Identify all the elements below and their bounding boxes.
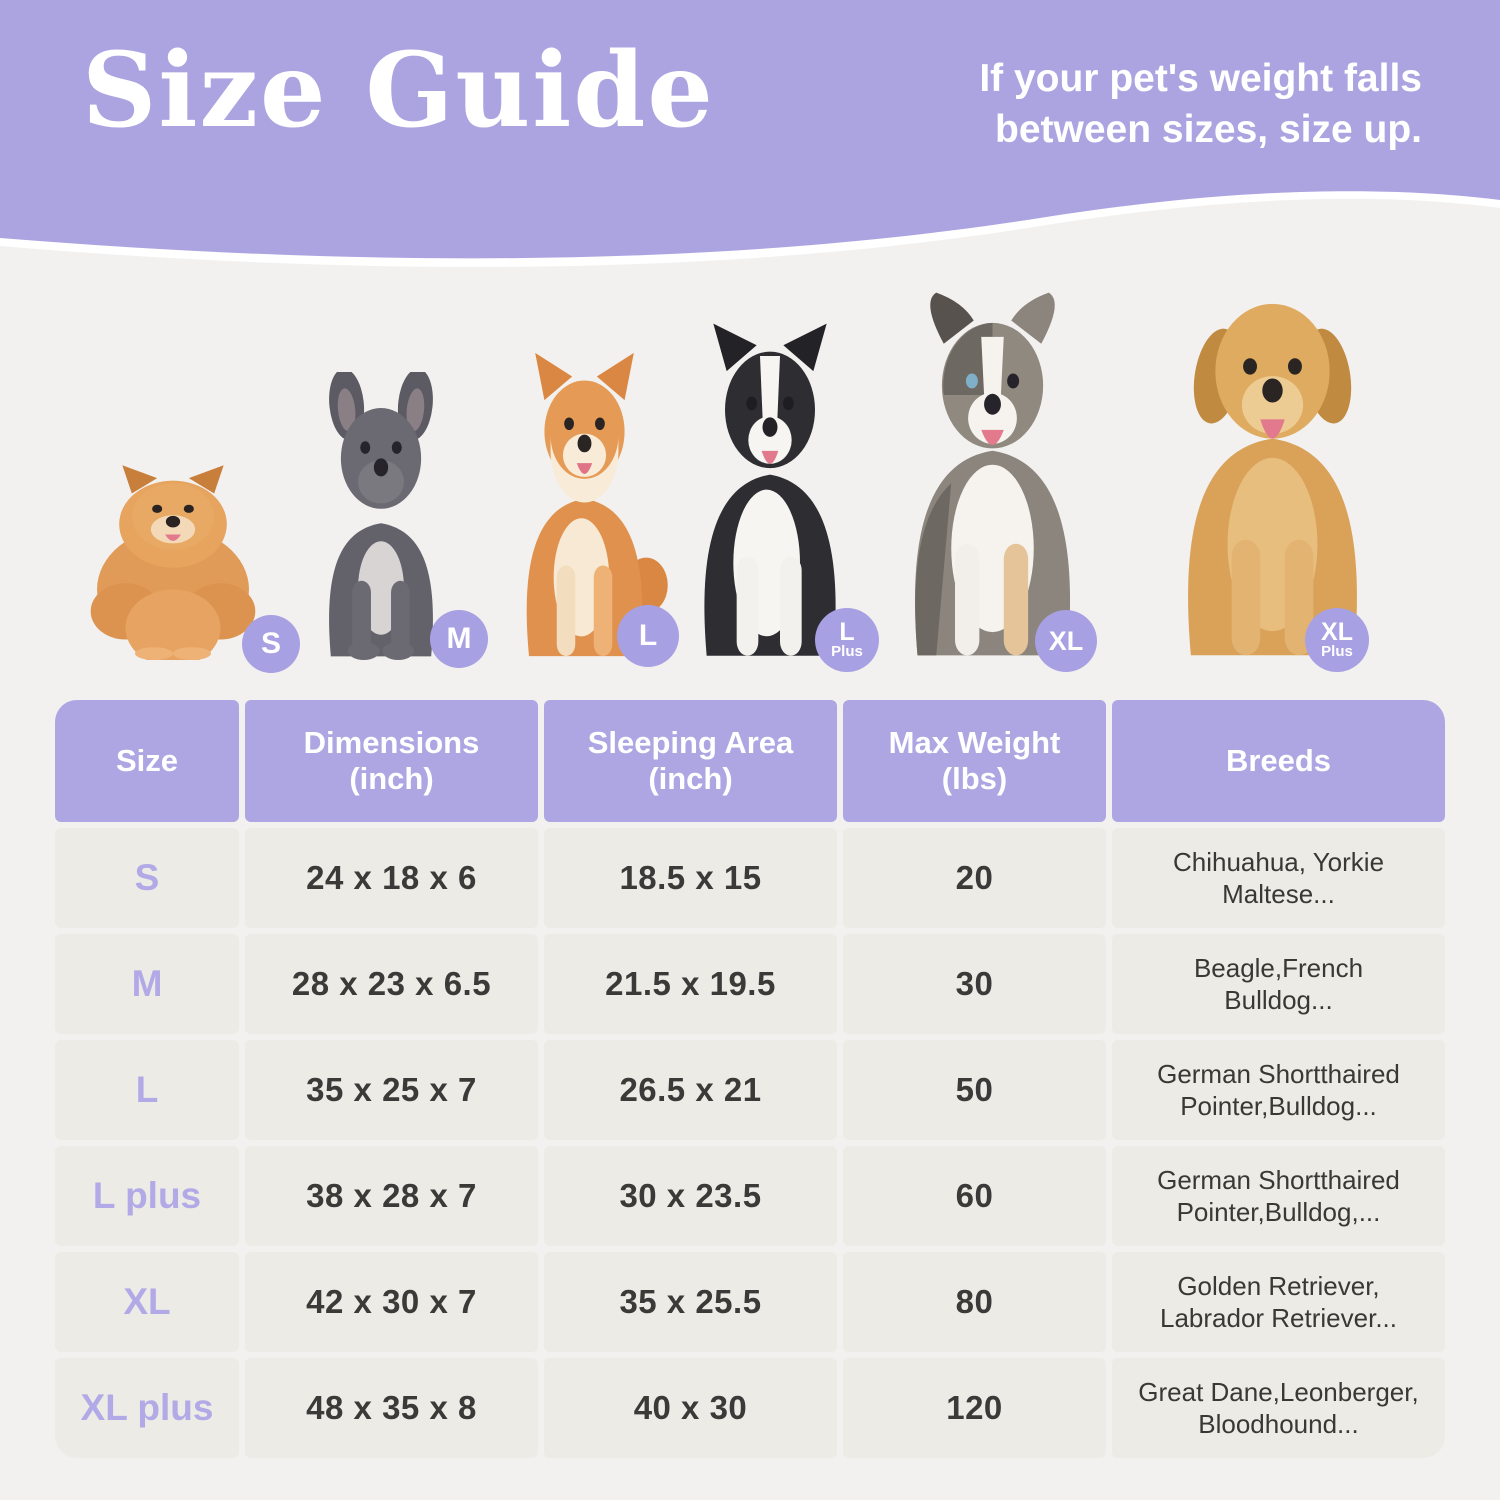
size-badge-xl: XL (1035, 610, 1097, 672)
row-l-plus-breeds: German Shortthaired Pointer,Bulldog,... (1112, 1146, 1445, 1246)
row-l-dimensions: 35 x 25 x 7 (245, 1040, 538, 1140)
row-xl-plus-size-label: XL plus (80, 1387, 214, 1428)
row-xl-plus-max-weight-value: 120 (946, 1389, 1003, 1426)
row-s-sleeping-area: 18.5 x 15 (544, 828, 837, 928)
table-header-sleeping-area: Sleeping Area (inch) (544, 700, 837, 822)
dog-shiba-inu-image (526, 352, 668, 657)
sizing-note: If your pet's weight falls between sizes… (979, 57, 1422, 151)
size-badge-xl-plus: XL Plus (1305, 608, 1369, 672)
table-header-max-weight-label: Max Weight (888, 725, 1061, 761)
table-header-sleeping-area-unit: (inch) (648, 761, 733, 796)
size-badge-l-plus-label: L (839, 617, 855, 646)
row-xl-plus-dimensions-value: 48 x 35 x 8 (306, 1389, 477, 1426)
dog-golden-retriever-image (1188, 303, 1357, 656)
table-header-max-weight-unit: (lbs) (941, 761, 1008, 796)
row-s-breeds: Chihuahua, Yorkie Maltese... (1112, 828, 1445, 928)
dog-french-bulldog-image (329, 372, 433, 660)
row-m-max-weight: 30 (843, 934, 1106, 1034)
row-l-plus-dimensions: 38 x 28 x 7 (245, 1146, 538, 1246)
table-header-size: Size (55, 700, 239, 822)
size-badge-xl-label: XL (1048, 625, 1084, 656)
table-header-size-label: Size (115, 743, 179, 779)
table-header-dimensions-label: Dimensions (303, 725, 480, 761)
row-l-size: L (55, 1040, 239, 1140)
row-m-max-weight-value: 30 (955, 965, 994, 1002)
row-l-max-weight: 50 (843, 1040, 1106, 1140)
row-xl-size-label: XL (123, 1281, 171, 1322)
row-l-size-label: L (135, 1069, 159, 1110)
row-s-sleeping-area-value: 18.5 x 15 (619, 859, 762, 896)
row-xl-breeds-value: Golden Retriever, Labrador Retriever... (1159, 1270, 1397, 1334)
dog-australian-shepherd-image (914, 292, 1071, 656)
row-xl-max-weight-value: 80 (955, 1283, 994, 1320)
table-header-sleeping-area-label: Sleeping Area (587, 725, 794, 761)
row-l-dimensions-value: 35 x 25 x 7 (306, 1071, 477, 1108)
row-xl-size: XL (55, 1252, 239, 1352)
row-s-max-weight-value: 20 (955, 859, 994, 896)
size-badge-xl-plus-label: XL (1321, 617, 1353, 646)
dog-pomeranian-image (90, 465, 256, 660)
row-l-breeds: German Shortthaired Pointer,Bulldog... (1112, 1040, 1445, 1140)
row-l-max-weight-value: 50 (955, 1071, 994, 1108)
row-s-breeds-value: Chihuahua, Yorkie Maltese... (1172, 846, 1385, 910)
row-m-dimensions: 28 x 23 x 6.5 (245, 934, 538, 1034)
row-s-size-label: S (134, 857, 160, 898)
table-header-breeds: Breeds (1112, 700, 1445, 822)
row-l-breeds-value: German Shortthaired Pointer,Bulldog... (1157, 1058, 1400, 1122)
table-header-dimensions: Dimensions (inch) (245, 700, 538, 822)
row-xl-plus-sleeping-area-value: 40 x 30 (633, 1389, 748, 1426)
row-xl-max-weight: 80 (843, 1252, 1106, 1352)
row-l-plus-max-weight-value: 60 (955, 1177, 994, 1214)
table-header-dimensions-unit: (inch) (349, 761, 434, 796)
row-xl-plus-sleeping-area: 40 x 30 (544, 1358, 837, 1458)
row-m-size: M (55, 934, 239, 1034)
row-l-plus-dimensions-value: 38 x 28 x 7 (306, 1177, 477, 1214)
row-s-max-weight: 20 (843, 828, 1106, 928)
row-s-dimensions: 24 x 18 x 6 (245, 828, 538, 928)
size-badge-l: L (617, 605, 679, 667)
row-xl-dimensions: 42 x 30 x 7 (245, 1252, 538, 1352)
row-s-dimensions-value: 24 x 18 x 6 (306, 859, 477, 896)
row-xl-breeds: Golden Retriever, Labrador Retriever... (1112, 1252, 1445, 1352)
row-l-plus-breeds-value: German Shortthaired Pointer,Bulldog,... (1157, 1164, 1400, 1228)
size-badge-m: M (430, 610, 488, 668)
row-m-breeds: Beagle,French Bulldog... (1112, 934, 1445, 1034)
dog-border-collie-image (704, 323, 836, 656)
size-table: Size Dimensions (inch) Sleeping Area (in… (55, 700, 1445, 1458)
row-m-sleeping-area-value: 21.5 x 19.5 (605, 965, 776, 1002)
row-xl-plus-max-weight: 120 (843, 1358, 1106, 1458)
row-xl-plus-breeds-value: Great Dane,Leonberger, Bloodhound... (1138, 1376, 1419, 1440)
size-badge-m-label: M (446, 622, 472, 655)
size-badge-xl-plus-sub: Plus (1321, 643, 1353, 661)
row-s-size: S (55, 828, 239, 928)
banner-wave (0, 0, 1500, 268)
row-m-sleeping-area: 21.5 x 19.5 (544, 934, 837, 1034)
row-xl-sleeping-area-value: 35 x 25.5 (619, 1283, 762, 1320)
row-xl-sleeping-area: 35 x 25.5 (544, 1252, 837, 1352)
size-badge-l-plus: L Plus (815, 608, 879, 672)
row-l-sleeping-area: 26.5 x 21 (544, 1040, 837, 1140)
row-l-plus-sleeping-area-value: 30 x 23.5 (619, 1177, 762, 1214)
row-m-dimensions-value: 28 x 23 x 6.5 (291, 965, 492, 1002)
row-m-size-label: M (131, 963, 163, 1004)
row-m-breeds-value: Beagle,French Bulldog... (1193, 952, 1364, 1016)
size-badge-l-label: L (638, 619, 658, 652)
row-l-plus-sleeping-area: 30 x 23.5 (544, 1146, 837, 1246)
row-xl-plus-size: XL plus (55, 1358, 239, 1458)
size-badge-l-plus-sub: Plus (831, 643, 863, 661)
row-l-plus-max-weight: 60 (843, 1146, 1106, 1246)
size-badge-s: S (242, 615, 300, 673)
table-header-breeds-label: Breeds (1225, 743, 1332, 779)
row-l-plus-size: L plus (55, 1146, 239, 1246)
row-xl-plus-dimensions: 48 x 35 x 8 (245, 1358, 538, 1458)
size-badge-s-label: S (260, 627, 281, 660)
row-xl-dimensions-value: 42 x 30 x 7 (306, 1283, 477, 1320)
row-xl-plus-breeds: Great Dane,Leonberger, Bloodhound... (1112, 1358, 1445, 1458)
row-l-sleeping-area-value: 26.5 x 21 (619, 1071, 762, 1108)
row-l-plus-size-label: L plus (92, 1175, 202, 1216)
table-header-max-weight: Max Weight (lbs) (843, 700, 1106, 822)
page-title: Size Guide (82, 30, 715, 151)
